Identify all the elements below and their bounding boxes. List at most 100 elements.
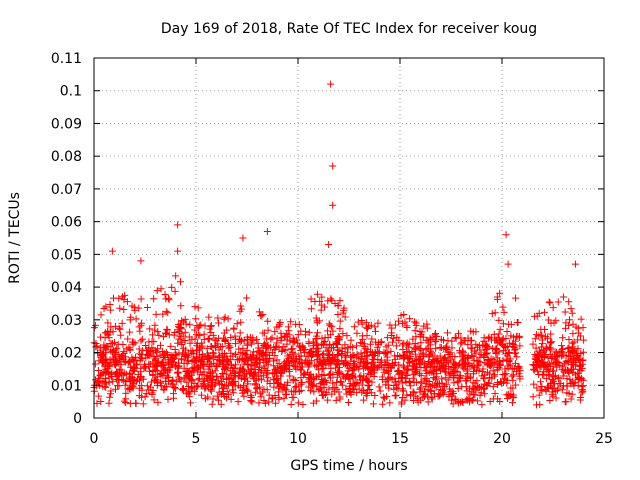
roti-point <box>502 334 510 342</box>
roti-point <box>309 399 317 407</box>
roti-point <box>343 390 351 398</box>
roti-point <box>231 369 239 377</box>
roti-point <box>273 339 281 347</box>
roti-point <box>551 372 559 380</box>
roti-point <box>452 396 460 404</box>
roti-point <box>473 377 481 385</box>
roti-point <box>129 382 137 390</box>
roti-point <box>194 376 202 384</box>
roti-point <box>559 293 567 301</box>
y-tick-label: 0.05 <box>51 247 82 263</box>
roti-point <box>432 344 440 352</box>
roti-point <box>570 338 578 346</box>
roti-point <box>437 335 445 343</box>
roti-point <box>243 387 251 395</box>
roti-point <box>485 343 493 351</box>
roti-point <box>507 384 515 392</box>
roti-point <box>423 320 431 328</box>
roti-point <box>499 303 507 311</box>
roti-point <box>574 336 582 344</box>
roti-point <box>91 360 99 368</box>
roti-point <box>333 378 341 386</box>
roti-point <box>247 340 255 348</box>
roti-point <box>485 380 493 388</box>
roti-point <box>336 325 344 333</box>
roti-point <box>432 330 440 338</box>
roti-point <box>95 392 103 400</box>
roti-point <box>516 375 524 383</box>
roti-point <box>226 343 234 351</box>
roti-point <box>259 329 267 337</box>
roti-point <box>153 381 161 389</box>
roti-point <box>248 351 256 359</box>
roti-point <box>186 339 194 347</box>
roti-point <box>327 80 335 88</box>
roti-point <box>474 357 482 365</box>
roti-point <box>159 310 167 318</box>
roti-point <box>569 343 577 351</box>
roti-point <box>117 331 125 339</box>
roti-point <box>329 162 337 170</box>
roti-point <box>359 335 367 343</box>
roti-point <box>223 360 231 368</box>
roti-point <box>312 340 320 348</box>
roti-point <box>345 399 353 407</box>
roti-point <box>499 320 507 328</box>
roti-point <box>236 368 244 376</box>
roti-point <box>227 373 235 381</box>
roti-point <box>296 360 304 368</box>
roti-point <box>313 317 321 325</box>
roti-point <box>319 377 327 385</box>
roti-point <box>275 384 283 392</box>
roti-point <box>571 260 579 268</box>
roti-point <box>424 398 432 406</box>
roti-point <box>433 356 441 364</box>
roti-point <box>165 294 173 302</box>
roti-point <box>206 362 214 370</box>
roti-point <box>372 327 380 335</box>
roti-point <box>345 375 353 383</box>
roti-point <box>530 361 538 369</box>
roti-point <box>479 341 487 349</box>
roti-point <box>471 383 479 391</box>
roti-point <box>325 241 333 249</box>
roti-point <box>159 371 167 379</box>
roti-point <box>535 370 543 378</box>
roti-point <box>569 369 577 377</box>
roti-point <box>412 378 420 386</box>
roti-point <box>496 398 504 406</box>
roti-point <box>552 394 560 402</box>
roti-point <box>417 384 425 392</box>
roti-point <box>334 301 342 309</box>
roti-point <box>416 385 424 393</box>
roti-point <box>95 377 103 385</box>
roti-point <box>350 323 358 331</box>
roti-point <box>564 357 572 365</box>
roti-point <box>188 350 196 358</box>
roti-point <box>338 381 346 389</box>
roti-point <box>580 336 588 344</box>
roti-point <box>532 344 540 352</box>
roti-point <box>469 362 477 370</box>
roti-point <box>115 351 123 359</box>
roti-point <box>314 351 322 359</box>
roti-point <box>375 348 383 356</box>
roti-point <box>533 384 541 392</box>
roti-point <box>470 368 478 376</box>
roti-point <box>290 375 298 383</box>
roti-point <box>542 333 550 341</box>
roti-point <box>305 374 313 382</box>
roti-point <box>262 370 270 378</box>
roti-point <box>275 320 283 328</box>
roti-point <box>389 334 397 342</box>
roti-point <box>501 344 509 352</box>
roti-point <box>495 316 503 324</box>
roti-point <box>211 336 219 344</box>
roti-point <box>403 371 411 379</box>
roti-point <box>125 374 133 382</box>
roti-point <box>318 370 326 378</box>
roti-point <box>367 321 375 329</box>
y-tick-label: 0.09 <box>51 116 82 132</box>
roti-point <box>294 339 302 347</box>
roti-point <box>122 377 130 385</box>
